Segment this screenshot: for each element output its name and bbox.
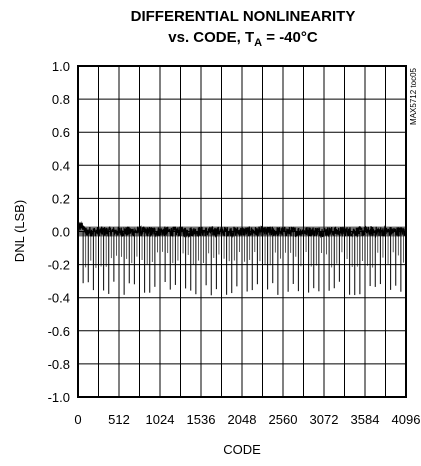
chart-title-rest: = -40°C <box>262 29 318 46</box>
chart-title-line1: DIFFERENTIAL NONLINEARITY <box>131 8 356 25</box>
y-tick-label: -0.8 <box>48 357 70 372</box>
y-tick-label: 0.8 <box>52 92 70 107</box>
x-tick-label: 1024 <box>146 412 175 427</box>
x-tick-label: 3584 <box>351 412 380 427</box>
x-tick-label: 2048 <box>228 412 257 427</box>
plot-frame <box>77 65 407 398</box>
x-axis-ticks: 0 512 1024 1536 2048 2560 3072 3584 4096 <box>74 412 420 427</box>
y-tick-label: 0.0 <box>52 225 70 240</box>
figure-code: MAX5712 toc05 <box>409 67 418 124</box>
y-tick-label: -0.2 <box>48 258 70 273</box>
y-tick-label: -0.4 <box>48 291 70 306</box>
y-axis-label: DNL (LSB) <box>12 200 27 262</box>
chart-title-subscript: A <box>254 37 262 49</box>
x-tick-label: 4096 <box>392 412 421 427</box>
y-tick-label: 0.6 <box>52 125 70 140</box>
y-tick-label: -1.0 <box>48 390 70 405</box>
chart-title-line2: vs. CODE, TA = -40°C <box>168 29 318 49</box>
y-tick-label: 1.0 <box>52 59 70 74</box>
x-tick-label: 1536 <box>187 412 216 427</box>
chart-title-main: vs. CODE, T <box>168 29 254 46</box>
y-tick-label: 0.4 <box>52 158 70 173</box>
x-tick-label: 3072 <box>310 412 339 427</box>
y-tick-label: -0.6 <box>48 324 70 339</box>
y-tick-label: 0.2 <box>52 191 70 206</box>
x-tick-label: 2560 <box>269 412 298 427</box>
x-tick-label: 512 <box>108 412 130 427</box>
y-axis-ticks: 1.0 0.8 0.6 0.4 0.2 0.0 -0.2 -0.4 -0.6 -0.8 -1.0 <box>48 59 70 405</box>
dnl-series <box>77 220 407 296</box>
x-tick-label: 0 <box>74 412 81 427</box>
x-axis-label: CODE <box>223 442 261 457</box>
